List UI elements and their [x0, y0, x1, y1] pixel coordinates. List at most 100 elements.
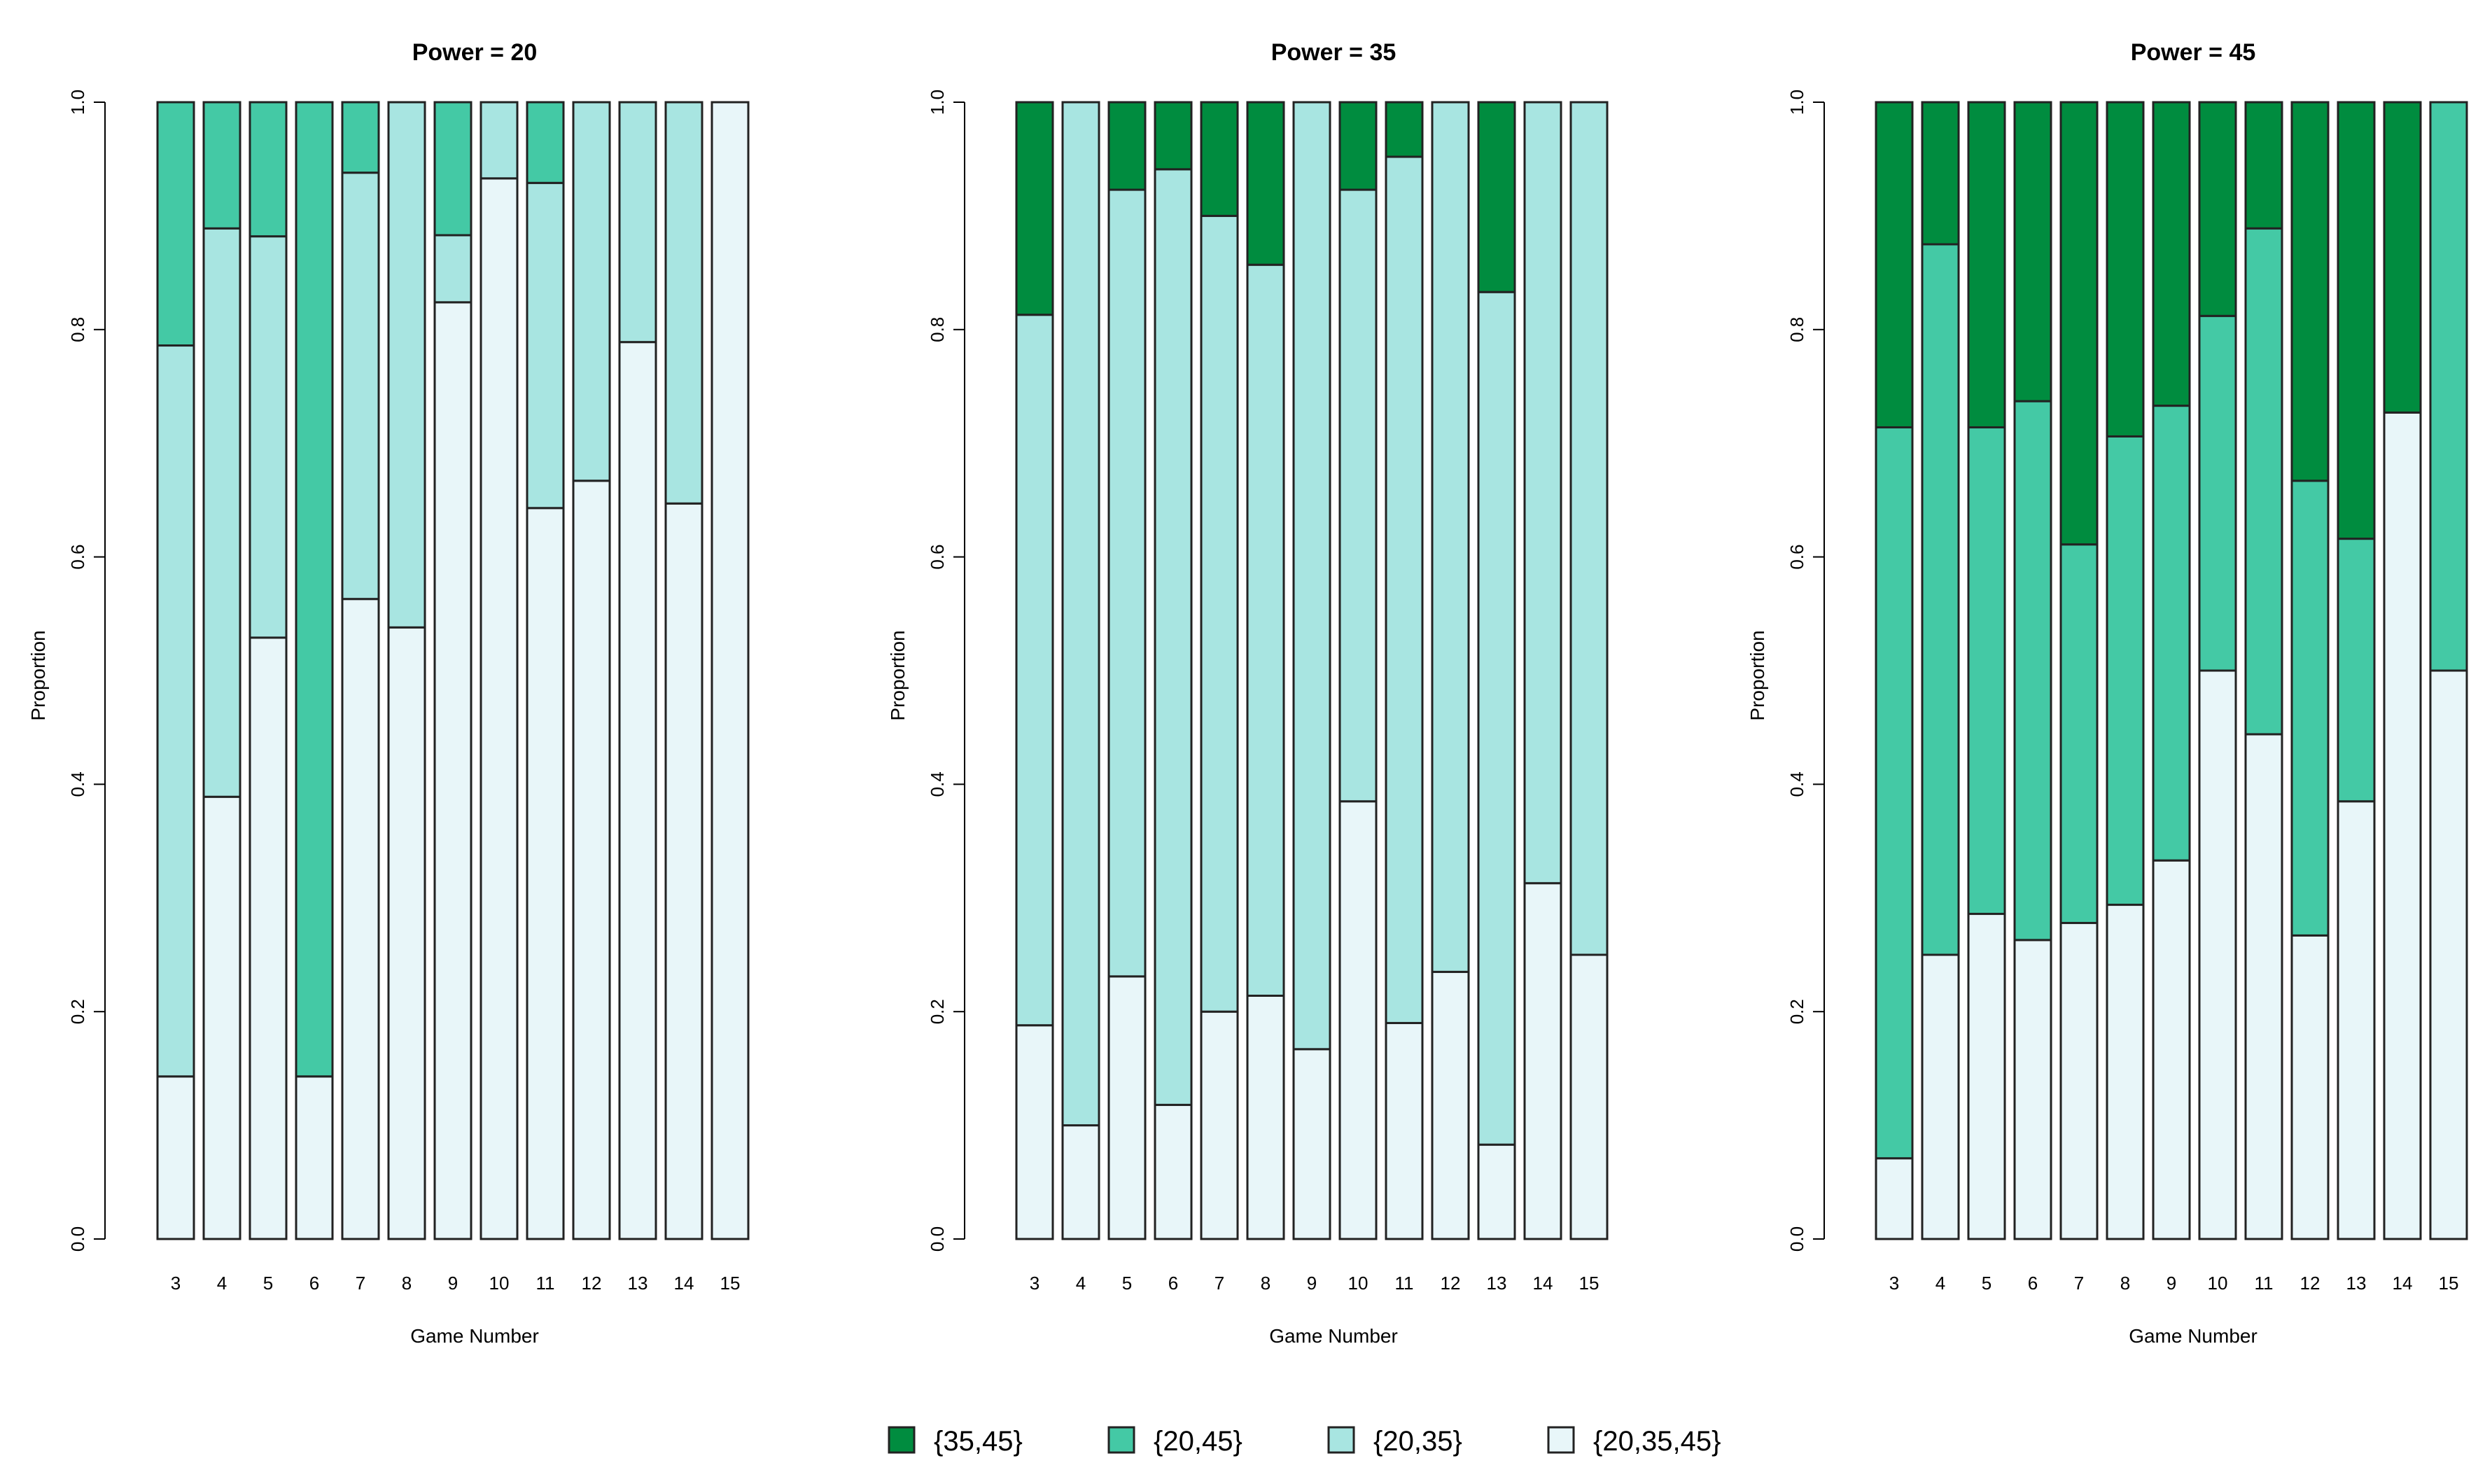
x-axis: 3 4 5 6 7 8 9 10 11 12 13 14 15 — [1889, 1273, 2459, 1294]
x-tick-label: 8 — [1261, 1273, 1270, 1294]
legend-label: {20,35,45} — [1593, 1426, 1721, 1457]
bar-segment-20-35-game-4 — [202, 227, 241, 798]
x-axis-title: Game Number — [410, 1325, 539, 1347]
y-tick-label: 1.0 — [67, 90, 88, 115]
x-axis-title: Game Number — [1269, 1325, 1398, 1347]
bar-segment-20-45-game-7 — [341, 101, 380, 174]
bar-segment-20-35-45-game-7 — [1200, 1010, 1239, 1240]
bar-segment-35-45-game-6 — [1154, 101, 1193, 171]
bar-segment-20-35-game-3 — [1015, 314, 1054, 1027]
y-axis: 0.0 0.2 0.4 0.6 0.8 1.0 — [1786, 90, 1825, 1252]
bar-segment-20-45-game-9 — [2152, 405, 2191, 862]
bar-segment-35-45-game-14 — [2383, 101, 2422, 414]
y-axis-title: Proportion — [27, 630, 49, 720]
bar-segment-20-35-45-game-9 — [2152, 859, 2191, 1240]
y-tick-label: 0.6 — [1786, 545, 1807, 570]
bar-segment-20-35-45-game-11 — [2244, 733, 2283, 1240]
legend-label: {20,45} — [1154, 1426, 1242, 1457]
bar-segment-20-35-game-11 — [526, 181, 565, 510]
bar-segment-20-35-game-13 — [618, 101, 657, 344]
y-tick-label: 0.6 — [927, 545, 948, 570]
bar-segment-20-45-game-3 — [1875, 426, 1914, 1160]
y-tick-label: 0.4 — [927, 771, 948, 797]
bar-segment-20-35-45-game-4 — [1921, 953, 1960, 1240]
y-tick-label: 0.8 — [1786, 317, 1807, 342]
bar-segment-20-35-game-13 — [1477, 290, 1516, 1146]
bar-segment-35-45-game-3 — [1015, 101, 1054, 316]
bar-segment-20-45-game-6 — [2013, 400, 2052, 941]
x-tick-label: 8 — [2120, 1273, 2130, 1294]
bar-segment-20-35-45-game-4 — [202, 795, 241, 1240]
bar-segment-20-35-45-game-8 — [1246, 994, 1285, 1240]
y-tick-label: 0.4 — [1786, 771, 1807, 797]
bar-segment-35-45-game-11 — [2244, 101, 2283, 230]
x-tick-label: 15 — [720, 1273, 741, 1294]
bar-segment-20-35-45-game-10 — [1338, 800, 1378, 1240]
bar-segment-20-45-game-9 — [433, 101, 472, 237]
bar-segment-20-35-45-game-3 — [156, 1075, 195, 1240]
bar-segment-20-35-game-5 — [248, 235, 288, 639]
x-axis-title: Game Number — [2129, 1325, 2258, 1347]
x-tick-label: 15 — [1579, 1273, 1600, 1294]
bar-segment-35-45-game-12 — [2290, 101, 2330, 482]
legend-swatch — [888, 1426, 916, 1454]
bar-segment-20-35-45-game-3 — [1015, 1024, 1054, 1240]
bar-segment-20-45-game-3 — [156, 101, 195, 347]
bar-segment-35-45-game-7 — [2059, 101, 2099, 546]
y-tick-label: 0.8 — [67, 317, 88, 342]
y-tick-label: 0.0 — [1786, 1226, 1807, 1252]
x-tick-label: 6 — [309, 1273, 319, 1294]
bar-segment-20-35-game-7 — [341, 172, 380, 601]
x-tick-label: 4 — [217, 1273, 227, 1294]
bar-segment-20-45-game-4 — [202, 101, 241, 230]
x-tick-label: 11 — [2255, 1273, 2274, 1294]
y-tick-label: 0.4 — [67, 771, 88, 797]
bar-segment-20-35-45-game-12 — [572, 479, 611, 1240]
bar-segment-20-35-game-14 — [664, 101, 704, 505]
bar-segment-20-35-45-game-8 — [2106, 904, 2145, 1240]
x-tick-label: 4 — [1076, 1273, 1086, 1294]
bar-segment-20-35-45-game-8 — [387, 626, 426, 1240]
x-tick-label: 6 — [1168, 1273, 1178, 1294]
bar-segment-35-45-game-10 — [2198, 101, 2237, 317]
bar-segment-20-35-game-11 — [1385, 155, 1424, 1024]
bar-segment-35-45-game-9 — [2152, 101, 2191, 407]
x-tick-label: 12 — [1441, 1273, 1461, 1294]
x-tick-label: 7 — [1214, 1273, 1224, 1294]
x-axis: 3 4 5 6 7 8 9 10 11 12 13 14 15 — [171, 1273, 741, 1294]
y-tick-label: 0.0 — [67, 1226, 88, 1252]
y-tick-label: 0.2 — [927, 999, 948, 1024]
bar-segment-20-35-45-game-10 — [2198, 669, 2237, 1240]
bar-segment-35-45-game-5 — [1107, 101, 1147, 191]
bar-segment-20-35-45-game-5 — [1107, 975, 1147, 1240]
x-tick-label: 14 — [674, 1273, 694, 1294]
legend-item-20-35-45: {20,35,45} — [1547, 1426, 1721, 1457]
bar-segment-20-35-game-14 — [1523, 101, 1562, 885]
panel-title: Power = 45 — [2131, 39, 2256, 66]
bar-segment-20-35-45-game-14 — [2383, 411, 2422, 1240]
x-tick-label: 9 — [1307, 1273, 1317, 1294]
bar-segment-20-35-45-game-3 — [1875, 1157, 1914, 1240]
bar-segment-20-35-game-12 — [1431, 101, 1470, 973]
legend-swatch — [1107, 1426, 1135, 1454]
y-axis-title: Proportion — [1746, 630, 1768, 720]
bar-segment-20-35-45-game-9 — [433, 301, 472, 1240]
bar-segment-20-35-game-12 — [572, 101, 611, 482]
bar-segment-20-35-45-game-15 — [2429, 669, 2468, 1240]
x-tick-label: 6 — [2028, 1273, 2038, 1294]
bar-segment-20-35-45-game-15 — [1569, 953, 1609, 1240]
bar-segment-20-35-45-game-4 — [1061, 1124, 1100, 1240]
bar-segment-20-35-45-game-7 — [2059, 922, 2099, 1240]
panel-power-45: Power = 45 Game Number Proportion 0.0 0.2… — [1746, 39, 2468, 1347]
panel-power-35: Power = 35 Game Number Proportion 0.0 0.2… — [887, 39, 1609, 1347]
y-tick-label: 0.6 — [67, 545, 88, 570]
bar-layer — [1015, 101, 1609, 1240]
bar-segment-20-35-45-game-5 — [1967, 913, 2006, 1240]
bar-segment-20-45-game-11 — [2244, 227, 2283, 736]
bar-segment-20-35-game-6 — [1154, 168, 1193, 1106]
bar-segment-20-35-45-game-7 — [341, 598, 380, 1240]
x-tick-label: 3 — [171, 1273, 181, 1294]
legend-item-20-45: {20,45} — [1107, 1426, 1242, 1457]
bar-segment-20-35-game-9 — [1292, 101, 1331, 1051]
bar-segment-20-35-45-game-15 — [710, 101, 750, 1240]
